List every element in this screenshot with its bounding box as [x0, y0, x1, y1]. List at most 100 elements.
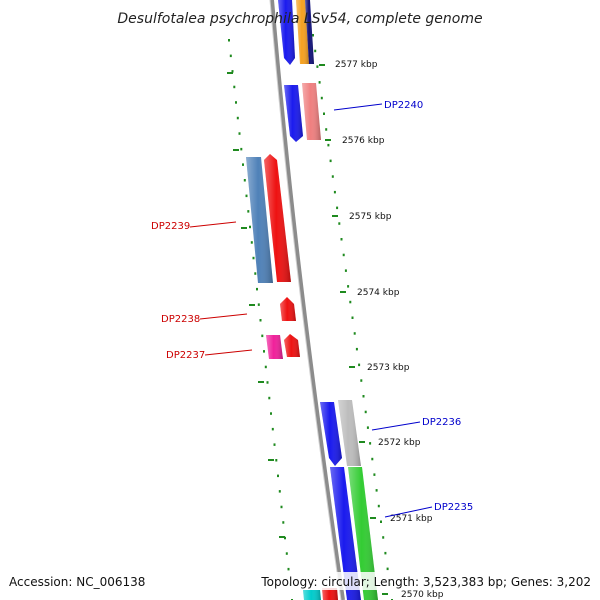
- feature-shade: [280, 297, 296, 321]
- guide-dot: [366, 426, 369, 429]
- topology-text: Topology: circular; Length: 3,523,383 bp…: [260, 575, 591, 589]
- guide-dot: [349, 300, 352, 304]
- guide-dot: [240, 147, 243, 151]
- feature-shade: [303, 590, 321, 600]
- guide-dot: [364, 410, 367, 414]
- tick-label: 2571 kbp: [390, 514, 433, 524]
- guide-dot: [282, 521, 285, 524]
- guide-dot: [312, 34, 314, 37]
- guide-dot: [355, 347, 358, 351]
- right-guide-dots: [312, 34, 393, 600]
- guide-dot: [236, 116, 239, 120]
- guide-dot: [249, 225, 251, 229]
- guide-dot: [344, 269, 347, 272]
- feature-shade: [284, 85, 303, 142]
- guide-dot: [242, 163, 244, 166]
- scale-ticks: 2577 kbp 2576 kbp 2575 kbp 2574 kbp 2573…: [227, 60, 444, 600]
- guide-dot: [238, 132, 241, 135]
- guide-dot: [271, 427, 274, 431]
- guide-dot: [353, 332, 356, 335]
- gene-label-dp2238[interactable]: DP2238: [161, 314, 200, 325]
- feature-shade: [348, 467, 378, 600]
- guide-dot: [371, 457, 374, 461]
- feature-shade: [284, 334, 300, 357]
- feature-shade: [330, 467, 361, 600]
- gene-label-dp2235[interactable]: DP2235: [434, 502, 473, 513]
- guide-dot: [316, 65, 319, 68]
- guide-dot: [325, 128, 328, 131]
- genome-backbone: [270, 0, 345, 600]
- guide-dot: [247, 210, 250, 213]
- feature-shade: [338, 400, 361, 466]
- map-title: Desulfotalea psychrophila LSv54, complet…: [117, 11, 482, 27]
- gene-label-dp2236[interactable]: DP2236: [422, 417, 461, 428]
- feature-shade: [266, 335, 283, 359]
- gene-callouts: DP2240 DP2239 DP2238 DP2237 DP2236 DP223…: [151, 100, 473, 518]
- guide-dot: [327, 143, 330, 147]
- guide-dot: [270, 412, 272, 415]
- guide-dot: [375, 489, 378, 492]
- feature-shade: [246, 157, 273, 283]
- guide-dot: [250, 241, 253, 244]
- feature-shade: [305, 0, 314, 64]
- guide-dot: [340, 238, 343, 241]
- guide-dot: [275, 459, 278, 462]
- gene-label-dp2240[interactable]: DP2240: [384, 100, 423, 111]
- tick-label: 2570 kbp: [401, 590, 444, 600]
- guide-dot: [285, 552, 288, 555]
- guide-dot: [373, 473, 376, 476]
- guide-dot: [256, 287, 258, 291]
- guide-dot: [261, 334, 264, 338]
- guide-dot: [268, 396, 271, 400]
- accession-text: Accession: NC_006138: [9, 575, 145, 589]
- guide-dot: [257, 303, 260, 306]
- guide-dot: [318, 81, 321, 84]
- guide-dot: [266, 381, 269, 384]
- guide-dot: [252, 256, 255, 260]
- guide-dot: [243, 179, 246, 182]
- feature-shading: [246, 0, 378, 600]
- guide-dot: [351, 316, 354, 319]
- tick-label: 2572 kbp: [378, 438, 421, 448]
- callout-line-dp2236: [371, 421, 421, 431]
- guide-dot: [323, 112, 325, 115]
- guide-dot: [320, 96, 323, 100]
- guide-dot: [347, 285, 350, 288]
- gene-label-dp2239[interactable]: DP2239: [151, 221, 190, 232]
- callout-line-dp2239: [189, 221, 237, 228]
- feature-shade: [320, 402, 342, 466]
- feature-shade: [264, 154, 291, 282]
- guide-dot: [263, 350, 265, 353]
- guide-dot: [264, 365, 267, 369]
- guide-dot: [284, 536, 286, 540]
- guide-dot: [338, 222, 341, 225]
- guide-dot: [245, 194, 248, 198]
- guide-dot: [273, 443, 276, 446]
- guide-dot: [382, 536, 385, 539]
- guide-dot: [277, 474, 279, 478]
- feature-shade: [302, 83, 321, 140]
- genome-backbone-highlight: [269, 0, 342, 600]
- feature-shade: [322, 588, 338, 600]
- callout-line-dp2238: [199, 313, 248, 320]
- tick-label: 2575 kbp: [349, 212, 392, 222]
- guide-dot: [229, 54, 232, 58]
- guide-dot: [278, 490, 281, 493]
- guide-dot: [280, 505, 283, 509]
- guide-dot: [342, 253, 345, 257]
- guide-dot: [233, 85, 236, 89]
- guide-dot: [358, 363, 361, 367]
- guide-dot: [235, 101, 237, 104]
- guide-dot: [386, 567, 389, 571]
- gene-label-dp2237[interactable]: DP2237: [166, 350, 205, 361]
- guide-dot: [362, 395, 365, 398]
- guide-dot: [228, 39, 230, 42]
- tick-label: 2576 kbp: [342, 136, 385, 146]
- guide-dot: [333, 190, 336, 194]
- guide-dot: [231, 70, 234, 73]
- feature-shade: [296, 0, 309, 64]
- footer-backdrop: [0, 572, 600, 590]
- guide-dot: [336, 206, 339, 210]
- tick-label: 2577 kbp: [335, 60, 378, 70]
